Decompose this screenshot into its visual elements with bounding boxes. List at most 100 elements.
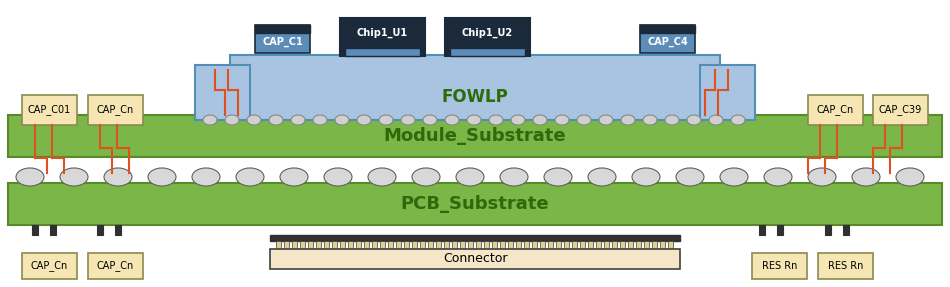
Bar <box>22 253 77 279</box>
Bar <box>808 95 863 125</box>
Bar <box>572 241 577 249</box>
Bar <box>308 241 313 249</box>
Bar <box>32 225 38 235</box>
Bar <box>660 241 665 249</box>
Bar <box>270 235 680 241</box>
Bar <box>628 241 633 249</box>
Bar <box>652 241 657 249</box>
Text: PCB_Substrate: PCB_Substrate <box>401 195 549 213</box>
Bar <box>372 241 377 249</box>
Bar <box>636 241 641 249</box>
Bar <box>640 25 695 53</box>
Bar <box>777 225 783 235</box>
Ellipse shape <box>104 168 132 186</box>
Ellipse shape <box>599 115 613 125</box>
Ellipse shape <box>467 115 481 125</box>
Ellipse shape <box>225 115 239 125</box>
Ellipse shape <box>445 115 459 125</box>
Ellipse shape <box>203 115 217 125</box>
Ellipse shape <box>291 115 305 125</box>
Bar <box>524 241 529 249</box>
Text: RES Rn: RES Rn <box>827 261 864 271</box>
Bar <box>88 253 143 279</box>
Ellipse shape <box>324 168 352 186</box>
Bar <box>580 241 585 249</box>
Bar <box>604 241 609 249</box>
Bar <box>340 18 425 56</box>
Bar <box>420 241 425 249</box>
Ellipse shape <box>500 168 528 186</box>
Bar <box>22 95 77 125</box>
Bar <box>612 241 617 249</box>
Ellipse shape <box>544 168 572 186</box>
Bar <box>195 65 250 120</box>
Ellipse shape <box>687 115 701 125</box>
Bar <box>284 241 289 249</box>
Bar <box>276 241 281 249</box>
Bar <box>428 241 433 249</box>
Bar <box>596 241 601 249</box>
Bar <box>332 241 337 249</box>
Ellipse shape <box>60 168 88 186</box>
Bar <box>380 241 385 249</box>
Ellipse shape <box>357 115 371 125</box>
Ellipse shape <box>368 168 396 186</box>
Text: CAP_Cn: CAP_Cn <box>97 261 134 272</box>
Bar <box>825 225 831 235</box>
Bar <box>88 95 143 125</box>
Bar <box>588 241 593 249</box>
Bar <box>255 25 310 33</box>
Bar <box>50 225 56 235</box>
Ellipse shape <box>643 115 657 125</box>
Ellipse shape <box>731 115 745 125</box>
Bar <box>540 241 545 249</box>
Text: CAP_Cn: CAP_Cn <box>30 261 68 272</box>
Bar <box>843 225 849 235</box>
Bar <box>300 241 305 249</box>
Bar <box>292 241 297 249</box>
Ellipse shape <box>335 115 349 125</box>
Text: Connector: Connector <box>443 253 507 265</box>
Bar <box>270 249 680 269</box>
Text: CAP_Cn: CAP_Cn <box>817 104 854 115</box>
Bar <box>548 241 553 249</box>
Bar <box>8 183 942 225</box>
Bar <box>452 241 457 249</box>
Bar <box>492 241 497 249</box>
Ellipse shape <box>313 115 327 125</box>
Bar <box>348 241 353 249</box>
Bar <box>644 241 649 249</box>
Bar <box>700 65 755 120</box>
Text: CAP_C39: CAP_C39 <box>879 104 922 115</box>
Bar <box>873 95 928 125</box>
Text: CAP_C01: CAP_C01 <box>28 104 71 115</box>
Ellipse shape <box>192 168 220 186</box>
Text: FOWLP: FOWLP <box>442 88 508 106</box>
Bar <box>532 241 537 249</box>
Ellipse shape <box>412 168 440 186</box>
Bar <box>255 25 310 53</box>
Bar <box>324 241 329 249</box>
Ellipse shape <box>401 115 415 125</box>
Text: Chip1_U1: Chip1_U1 <box>357 28 408 38</box>
Bar <box>316 241 321 249</box>
Ellipse shape <box>489 115 503 125</box>
Text: Chip1_U2: Chip1_U2 <box>462 28 513 38</box>
Bar <box>500 241 505 249</box>
Bar <box>460 241 465 249</box>
Ellipse shape <box>720 168 748 186</box>
Bar <box>97 225 103 235</box>
Bar <box>516 241 521 249</box>
Ellipse shape <box>632 168 660 186</box>
Bar <box>564 241 569 249</box>
Text: CAP_C4: CAP_C4 <box>647 37 688 47</box>
Ellipse shape <box>533 115 547 125</box>
Text: RES Rn: RES Rn <box>762 261 797 271</box>
Bar <box>345 48 420 56</box>
Bar <box>620 241 625 249</box>
Ellipse shape <box>423 115 437 125</box>
Ellipse shape <box>280 168 308 186</box>
Ellipse shape <box>665 115 679 125</box>
Bar <box>356 241 361 249</box>
Bar <box>818 253 873 279</box>
